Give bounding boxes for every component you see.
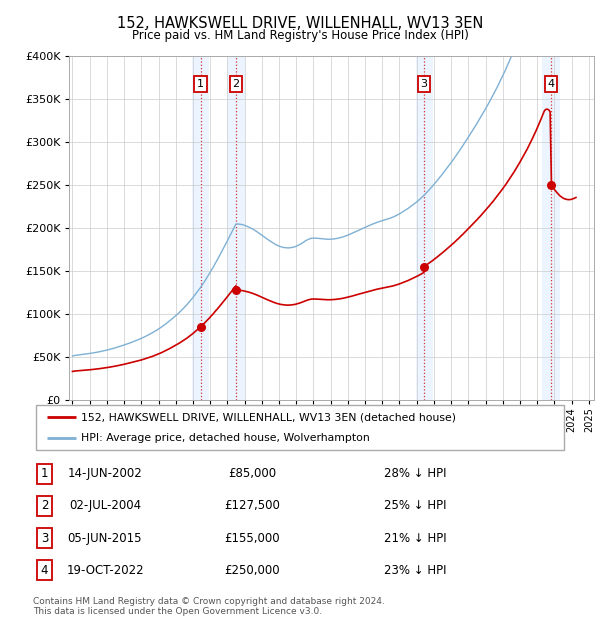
Text: 1: 1 — [197, 79, 204, 89]
Text: 2: 2 — [232, 79, 239, 89]
Bar — [542, 56, 560, 400]
Text: 3: 3 — [421, 79, 428, 89]
Bar — [192, 56, 209, 400]
Text: £127,500: £127,500 — [224, 500, 280, 512]
Text: 2: 2 — [41, 500, 48, 512]
Text: 28% ↓ HPI: 28% ↓ HPI — [384, 467, 446, 480]
Text: Contains HM Land Registry data © Crown copyright and database right 2024.
This d: Contains HM Land Registry data © Crown c… — [33, 596, 385, 616]
Text: 25% ↓ HPI: 25% ↓ HPI — [384, 500, 446, 512]
Text: £85,000: £85,000 — [228, 467, 276, 480]
Bar — [415, 56, 433, 400]
Text: HPI: Average price, detached house, Wolverhampton: HPI: Average price, detached house, Wolv… — [81, 433, 370, 443]
Bar — [227, 56, 245, 400]
Text: 14-JUN-2002: 14-JUN-2002 — [68, 467, 142, 480]
Text: 21% ↓ HPI: 21% ↓ HPI — [384, 532, 446, 544]
Text: 23% ↓ HPI: 23% ↓ HPI — [384, 564, 446, 577]
Text: 4: 4 — [547, 79, 554, 89]
Text: Price paid vs. HM Land Registry's House Price Index (HPI): Price paid vs. HM Land Registry's House … — [131, 29, 469, 42]
Text: £155,000: £155,000 — [224, 532, 280, 544]
Text: 152, HAWKSWELL DRIVE, WILLENHALL, WV13 3EN: 152, HAWKSWELL DRIVE, WILLENHALL, WV13 3… — [117, 16, 483, 31]
Text: 02-JUL-2004: 02-JUL-2004 — [69, 500, 141, 512]
Text: 19-OCT-2022: 19-OCT-2022 — [66, 564, 144, 577]
Text: 3: 3 — [41, 532, 48, 544]
Text: 152, HAWKSWELL DRIVE, WILLENHALL, WV13 3EN (detached house): 152, HAWKSWELL DRIVE, WILLENHALL, WV13 3… — [81, 412, 456, 422]
FancyBboxPatch shape — [36, 405, 564, 450]
Text: £250,000: £250,000 — [224, 564, 280, 577]
Text: 1: 1 — [41, 467, 48, 480]
Text: 4: 4 — [41, 564, 48, 577]
Text: 05-JUN-2015: 05-JUN-2015 — [68, 532, 142, 544]
